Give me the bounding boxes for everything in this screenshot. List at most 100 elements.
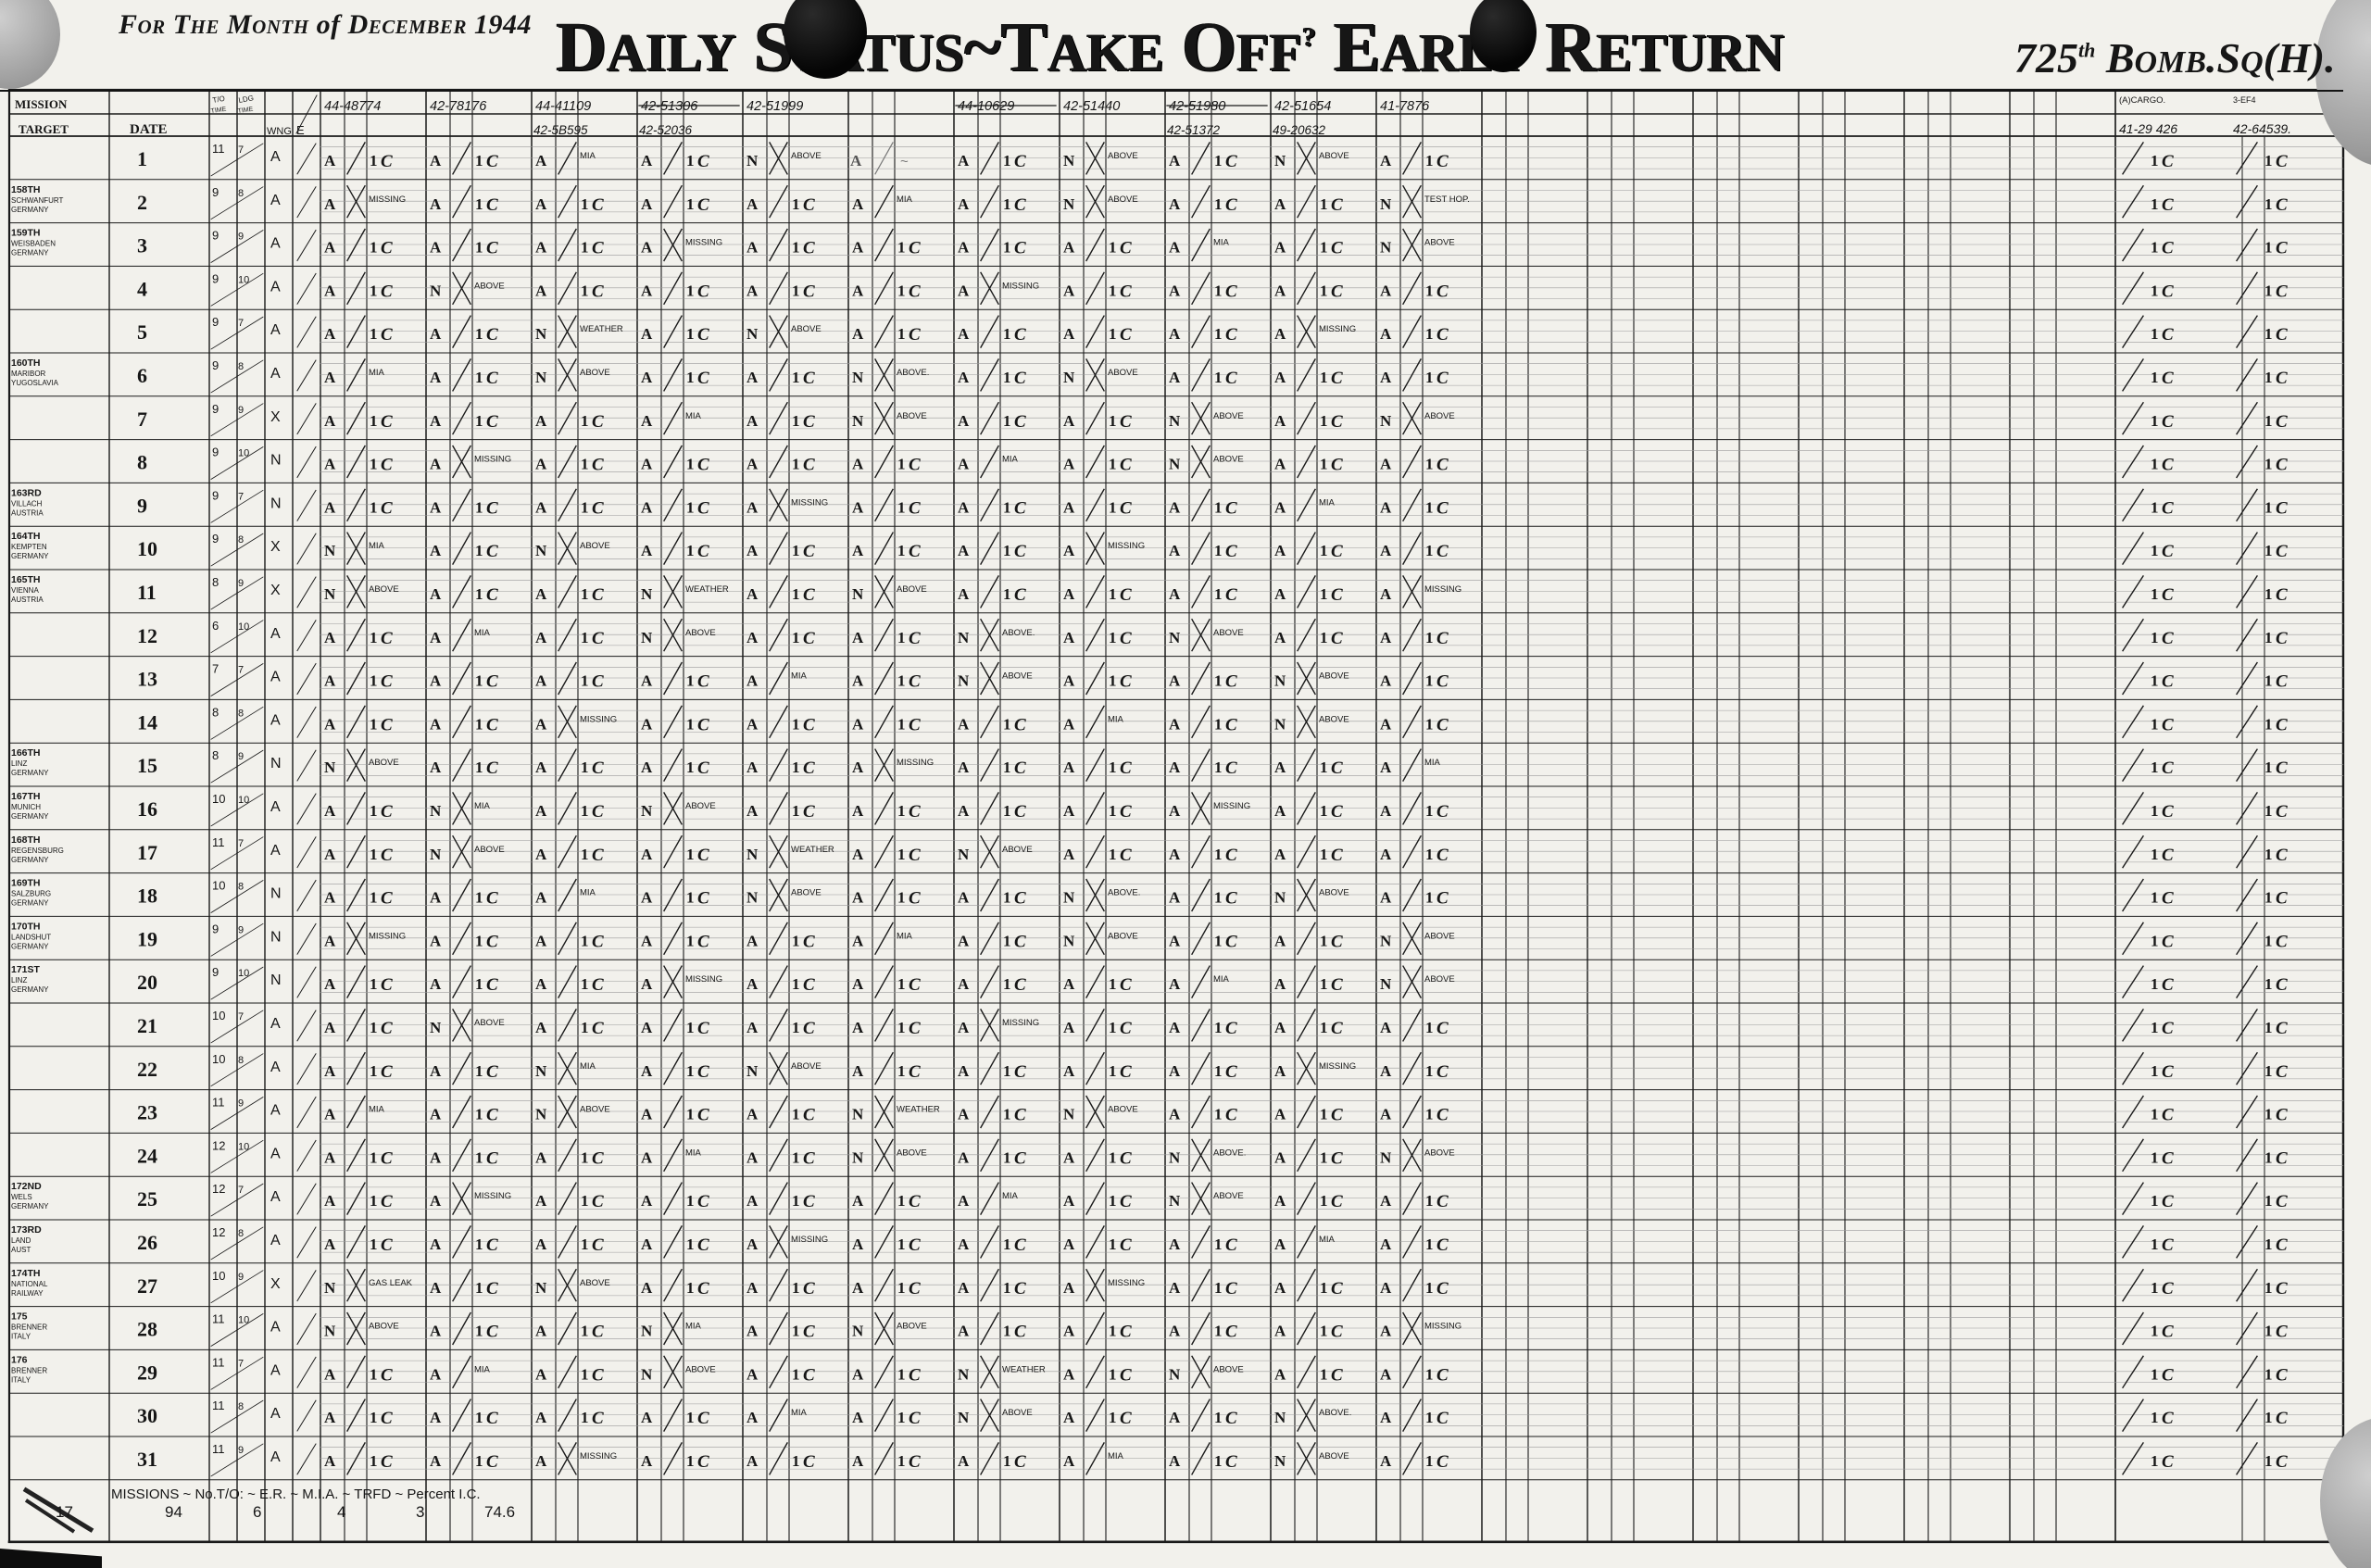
svg-text:N: N: [324, 1279, 336, 1297]
svg-text:176: 176: [11, 1354, 28, 1365]
svg-text:C: C: [2162, 1365, 2174, 1385]
svg-text:1: 1: [2264, 629, 2273, 646]
svg-text:MIA: MIA: [685, 411, 702, 421]
svg-text:C: C: [486, 369, 498, 388]
svg-text:C: C: [803, 1192, 815, 1211]
svg-text:C: C: [381, 802, 393, 822]
svg-text:A: A: [1063, 629, 1075, 646]
svg-text:C: C: [1120, 1323, 1132, 1342]
svg-text:A: A: [1274, 369, 1286, 386]
svg-text:1: 1: [792, 1019, 800, 1036]
svg-text:6: 6: [253, 1503, 261, 1521]
svg-text:C: C: [1436, 542, 1449, 561]
svg-text:1: 1: [1320, 282, 1328, 299]
svg-text:1: 1: [475, 239, 483, 257]
svg-text:1: 1: [370, 1192, 378, 1210]
svg-text:3-EF4: 3-EF4: [2233, 95, 2256, 105]
svg-text:1: 1: [1003, 802, 1011, 820]
svg-text:C: C: [2276, 498, 2288, 518]
svg-text:1: 1: [1320, 412, 1328, 430]
svg-text:13: 13: [137, 668, 157, 691]
svg-text:C: C: [1436, 282, 1449, 301]
svg-text:C: C: [697, 498, 709, 518]
svg-text:1: 1: [581, 498, 589, 516]
svg-text:A: A: [1063, 1365, 1075, 1383]
svg-text:C: C: [2162, 1409, 2174, 1428]
svg-text:VILLACH: VILLACH: [11, 499, 43, 508]
svg-text:A: A: [1274, 846, 1286, 863]
svg-text:N: N: [641, 1365, 653, 1383]
svg-text:C: C: [2276, 629, 2288, 648]
svg-text:C: C: [2276, 1106, 2288, 1125]
svg-text:A: A: [1274, 498, 1286, 516]
svg-text:C: C: [486, 542, 498, 561]
svg-text:AUSTRIA: AUSTRIA: [11, 596, 44, 604]
svg-text:A: A: [958, 1019, 970, 1036]
svg-text:C: C: [486, 1452, 498, 1472]
svg-text:C: C: [2276, 1409, 2288, 1428]
svg-text:1: 1: [1003, 759, 1011, 776]
svg-text:A: A: [1063, 585, 1075, 603]
svg-text:C: C: [1436, 1192, 1449, 1211]
svg-text:C: C: [1331, 1323, 1343, 1342]
svg-text:C: C: [486, 195, 498, 215]
svg-text:10: 10: [137, 537, 157, 560]
svg-text:A: A: [1169, 1106, 1181, 1123]
svg-text:C: C: [909, 325, 921, 345]
svg-text:1: 1: [2151, 629, 2159, 646]
svg-text:A: A: [958, 1192, 970, 1210]
svg-text:C: C: [1120, 1409, 1132, 1428]
svg-text:C: C: [1436, 498, 1449, 518]
svg-text:ABOVE: ABOVE: [1319, 671, 1349, 682]
svg-text:MISSION: MISSION: [15, 97, 68, 111]
svg-text:C: C: [1014, 1062, 1026, 1082]
svg-text:C: C: [1225, 715, 1237, 734]
svg-text:A: A: [1063, 672, 1075, 690]
svg-text:9: 9: [212, 488, 219, 502]
svg-text:C: C: [2276, 975, 2288, 995]
svg-text:1: 1: [1003, 195, 1011, 213]
svg-text:A: A: [746, 412, 759, 430]
svg-text:10: 10: [212, 1009, 225, 1022]
svg-text:8: 8: [238, 361, 244, 372]
svg-text:A: A: [1063, 1148, 1075, 1166]
svg-text:ABOVE.: ABOVE.: [897, 368, 929, 378]
svg-text:1: 1: [370, 672, 378, 690]
svg-text:C: C: [1120, 759, 1132, 778]
svg-text:N: N: [535, 325, 547, 343]
svg-text:A: A: [1063, 1062, 1075, 1080]
svg-text:A: A: [852, 1019, 864, 1036]
svg-text:8: 8: [238, 534, 244, 546]
svg-text:GAS LEAK: GAS LEAK: [369, 1278, 413, 1288]
svg-text:ABOVE: ABOVE: [791, 151, 822, 161]
svg-text:C: C: [2162, 1279, 2174, 1298]
svg-text:ABOVE: ABOVE: [1319, 888, 1349, 898]
svg-text:A: A: [430, 239, 442, 257]
svg-text:ABOVE: ABOVE: [580, 1105, 610, 1115]
svg-text:C: C: [2276, 542, 2288, 561]
svg-text:A: A: [430, 1106, 442, 1123]
svg-text:C: C: [2162, 672, 2174, 692]
svg-text:N: N: [958, 846, 970, 863]
svg-text:A: A: [852, 715, 864, 733]
svg-text:MIA: MIA: [580, 151, 596, 161]
svg-text:A: A: [1274, 195, 1286, 213]
svg-text:N: N: [324, 1323, 336, 1340]
svg-text:1: 1: [792, 412, 800, 430]
svg-text:A: A: [1169, 1452, 1181, 1470]
svg-text:WEATHER: WEATHER: [685, 584, 729, 595]
svg-text:1: 1: [1320, 1106, 1328, 1123]
svg-text:8: 8: [212, 705, 219, 719]
svg-text:N: N: [430, 1019, 442, 1036]
svg-text:C: C: [2276, 152, 2288, 171]
svg-text:28: 28: [137, 1318, 157, 1341]
svg-text:11: 11: [212, 1096, 225, 1110]
svg-text:1: 1: [1109, 759, 1117, 776]
svg-text:C: C: [1120, 412, 1132, 432]
svg-text:A: A: [958, 1236, 970, 1253]
svg-text:A: A: [1380, 456, 1392, 473]
svg-text:C: C: [909, 889, 921, 909]
svg-text:C: C: [1331, 802, 1343, 822]
svg-text:C: C: [486, 975, 498, 995]
svg-text:A: A: [852, 846, 864, 863]
